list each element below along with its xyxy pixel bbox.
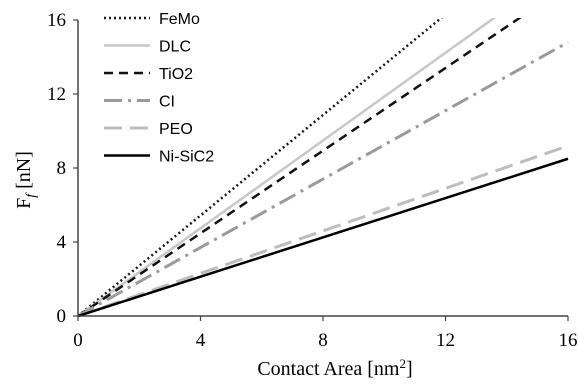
legend-item-ci: CI [104, 94, 175, 111]
x-axis-title: Contact Area [nm2] [257, 356, 412, 380]
legend-item-femo: FeMo [104, 11, 200, 28]
x-tick-label: 8 [318, 330, 328, 351]
series-line-femo [78, 18, 444, 317]
y-axis-title: Ff [nN] [13, 151, 39, 209]
series-line-peo [78, 144, 569, 318]
y-tick-label: 0 [57, 306, 67, 327]
legend-label: CI [159, 94, 175, 111]
legend-item-dlc: DLC [104, 39, 191, 56]
series-line-ci [78, 40, 569, 318]
ticks-layer: 0 4 8 12 16 0 4 8 12 16 [47, 10, 578, 351]
x-tick-label: 0 [73, 330, 83, 351]
series-line-tio2 [78, 18, 522, 318]
legend-label: FeMo [159, 11, 200, 28]
x-tick-label: 16 [559, 330, 578, 351]
series-line-dlc [78, 18, 497, 318]
legend: FeMo DLC TiO2 CI PEO Ni-SiC2 [104, 11, 214, 166]
axes-layer [77, 20, 568, 317]
x-tick-label: 4 [196, 330, 206, 351]
legend-item-ni-sic2: Ni-SiC2 [104, 149, 214, 166]
y-tick-label: 12 [47, 84, 66, 105]
series-line-ni-sic2 [78, 157, 569, 318]
y-tick-label: 4 [57, 232, 67, 253]
legend-item-peo: PEO [104, 121, 193, 138]
legend-label: PEO [159, 121, 193, 138]
series-layer [78, 18, 569, 318]
legend-label: TiO2 [159, 66, 193, 83]
y-tick-label: 8 [57, 158, 67, 179]
x-tick-label: 12 [436, 330, 455, 351]
legend-label: DLC [159, 39, 191, 56]
legend-label: Ni-SiC2 [159, 149, 214, 166]
legend-item-tio2: TiO2 [104, 66, 193, 83]
y-tick-label: 16 [47, 10, 66, 31]
